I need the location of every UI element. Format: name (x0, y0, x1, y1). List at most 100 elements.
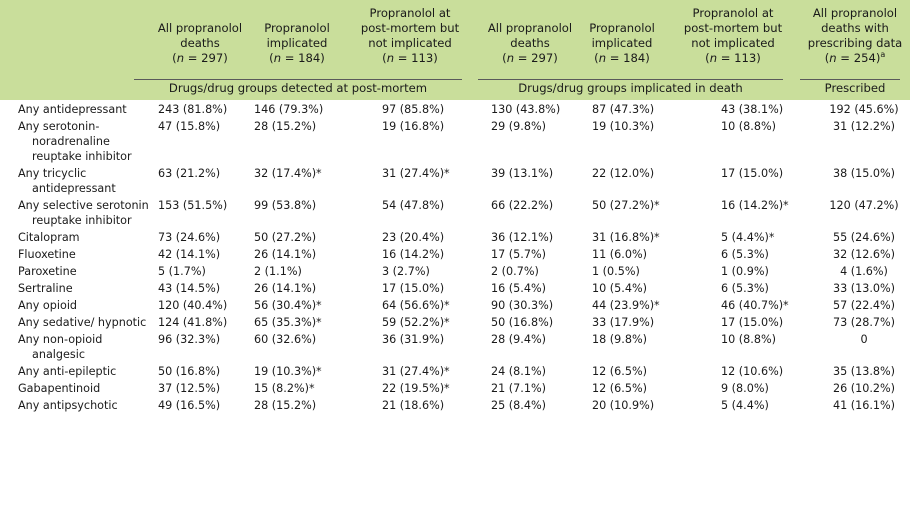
table-cell: 22 (19.5%)* (382, 382, 450, 395)
table-cell: 19 (16.8%) (382, 120, 445, 133)
row-label: Any antidepressant (18, 103, 127, 116)
column-header-4: All propranolol deaths (n = 297) (487, 21, 573, 65)
table-cell: 63 (21.2%) (158, 167, 221, 180)
table-cell: 0 (860, 333, 868, 346)
table-cell: 23 (20.4%) (382, 231, 445, 244)
table-cell: 42 (14.1%) (158, 248, 221, 261)
table-cell: 35 (13.8%) (832, 365, 896, 378)
table-cell: 26 (14.1%) (254, 248, 317, 261)
row-label: Gabapentinoid (18, 382, 101, 395)
column-header-3: Propranolol at post-mortem but not implica… (360, 6, 460, 65)
table-cell: 6 (5.3%) (721, 248, 769, 261)
table-cell: 10 (5.4%) (592, 282, 647, 295)
table-cell: 17 (5.7%) (491, 248, 546, 261)
table-cell: 192 (45.6%) (829, 103, 899, 116)
table-cell: 18 (9.8%) (592, 333, 647, 346)
table-cell: 19 (10.3%)* (254, 365, 322, 378)
column-header-7: All propranolol deaths with prescribing da… (807, 6, 903, 65)
table-cell: 43 (14.5%) (158, 282, 221, 295)
table-cell: 2 (0.7%) (491, 265, 539, 278)
table-cell: 96 (32.3%) (158, 333, 221, 346)
table-cell: 41 (16.1%) (832, 399, 896, 412)
table-cell: 31 (12.2%) (832, 120, 896, 133)
table-cell: 1 (0.9%) (721, 265, 769, 278)
table-cell: 32 (17.4%)* (254, 167, 322, 180)
table-cell: 16 (5.4%) (491, 282, 546, 295)
band-label-detected: Drugs/drug groups detected at post-morte… (168, 81, 428, 95)
table-cell: 15 (8.2%)* (254, 382, 315, 395)
row-label: Any opioid (18, 299, 78, 312)
table-cell: 50 (27.2%)* (592, 199, 660, 212)
table-cell: 32 (12.6%) (832, 248, 896, 261)
row-label: Any non-opioid analgesic (18, 333, 103, 361)
table-cell: 49 (16.5%) (158, 399, 221, 412)
table-cell: 46 (40.7%)* (721, 299, 789, 312)
table-row: Fluoxetine 42 (14.1%) 26 (14.1%) 16 (14.2%)… (0, 247, 910, 264)
table-cell: 36 (12.1%) (491, 231, 554, 244)
table-cell: 16 (14.2%)* (721, 199, 789, 212)
table-cell: 55 (24.6%) (832, 231, 896, 244)
band-rule-prescribed (800, 79, 900, 80)
table-row: Any antipsychotic 49 (16.5%) 28 (15.2%) 21 … (0, 398, 910, 415)
table-cell: 124 (41.8%) (158, 316, 228, 329)
table-cell: 50 (16.8%) (491, 316, 554, 329)
table-cell: 50 (27.2%) (254, 231, 317, 244)
column-header-6: Propranolol at post-mortem but not implica… (683, 6, 783, 65)
table-cell: 31 (16.8%)* (592, 231, 660, 244)
table-row: Any antidepressant 243 (81.8%) 146 (79.3%)… (0, 102, 910, 119)
table-cell: 1 (0.5%) (592, 265, 640, 278)
table-cell: 21 (7.1%) (491, 382, 546, 395)
table-cell: 64 (56.6%)* (382, 299, 450, 312)
table-cell: 66 (22.2%) (491, 199, 554, 212)
table-cell: 38 (15.0%) (832, 167, 896, 180)
table-cell: 12 (6.5%) (592, 382, 647, 395)
table-row: Any sedative/ hypnotic 124 (41.8%) 65 (35.… (0, 315, 910, 332)
table-cell: 2 (1.1%) (254, 265, 302, 278)
table-cell: 43 (38.1%) (721, 103, 784, 116)
band-rule-detected (134, 79, 462, 80)
table-cell: 17 (15.0%) (721, 316, 784, 329)
table-cell: 16 (14.2%) (382, 248, 445, 261)
table-row: Any tricyclic antidepressant 63 (21.2%) 32… (0, 166, 910, 198)
table-cell: 9 (8.0%) (721, 382, 769, 395)
table-row: Any selective serotonin reuptake inhibit… (0, 198, 910, 230)
table-row: Any opioid 120 (40.4%) 56 (30.4%)* 64 (56.6… (0, 298, 910, 315)
table-cell: 47 (15.8%) (158, 120, 221, 133)
table-cell: 10 (8.8%) (721, 120, 776, 133)
table-cell: 29 (9.8%) (491, 120, 546, 133)
table-cell: 120 (40.4%) (158, 299, 228, 312)
table-cell: 19 (10.3%) (592, 120, 655, 133)
table-cell: 99 (53.8%) (254, 199, 317, 212)
table-row: Paroxetine 5 (1.7%) 2 (1.1%) 3 (2.7%) 2 (0.7… (0, 264, 910, 281)
table-cell: 36 (31.9%) (382, 333, 445, 346)
data-table: Any antidepressant 243 (81.8%) 146 (79.3%)… (0, 102, 910, 415)
table-cell: 26 (14.1%) (254, 282, 317, 295)
table-row: Sertraline 43 (14.5%) 26 (14.1%) 17 (15.0%)… (0, 281, 910, 298)
table-cell: 5 (4.4%) (721, 399, 769, 412)
table-cell: 50 (16.8%) (158, 365, 221, 378)
table-cell: 5 (1.7%) (158, 265, 206, 278)
table-cell: 6 (5.3%) (721, 282, 769, 295)
table-cell: 10 (8.8%) (721, 333, 776, 346)
table-cell: 97 (85.8%) (382, 103, 445, 116)
table-cell: 59 (52.2%)* (382, 316, 450, 329)
table-cell: 33 (13.0%) (832, 282, 896, 295)
table-cell: 65 (35.3%)* (254, 316, 322, 329)
table-cell: 60 (32.6%) (254, 333, 317, 346)
table-cell: 22 (12.0%) (592, 167, 655, 180)
table-cell: 25 (8.4%) (491, 399, 546, 412)
table-cell: 39 (13.1%) (491, 167, 554, 180)
table-row: Any serotonin-noradrenaline reuptake inh… (0, 119, 910, 166)
table-cell: 5 (4.4%)* (721, 231, 775, 244)
table-cell: 12 (6.5%) (592, 365, 647, 378)
table-cell: 21 (18.6%) (382, 399, 445, 412)
band-rule-implicated (478, 79, 783, 80)
table-row: Gabapentinoid 37 (12.5%) 15 (8.2%)* 22 (19.… (0, 381, 910, 398)
table-cell: 24 (8.1%) (491, 365, 546, 378)
table-cell: 120 (47.2%) (829, 199, 899, 212)
table-row: Citalopram 73 (24.6%) 50 (27.2%) 23 (20.4%)… (0, 230, 910, 247)
row-label: Any tricyclic antidepressant (18, 167, 116, 195)
table-cell: 73 (28.7%) (832, 316, 896, 329)
table-cell: 20 (10.9%) (592, 399, 655, 412)
